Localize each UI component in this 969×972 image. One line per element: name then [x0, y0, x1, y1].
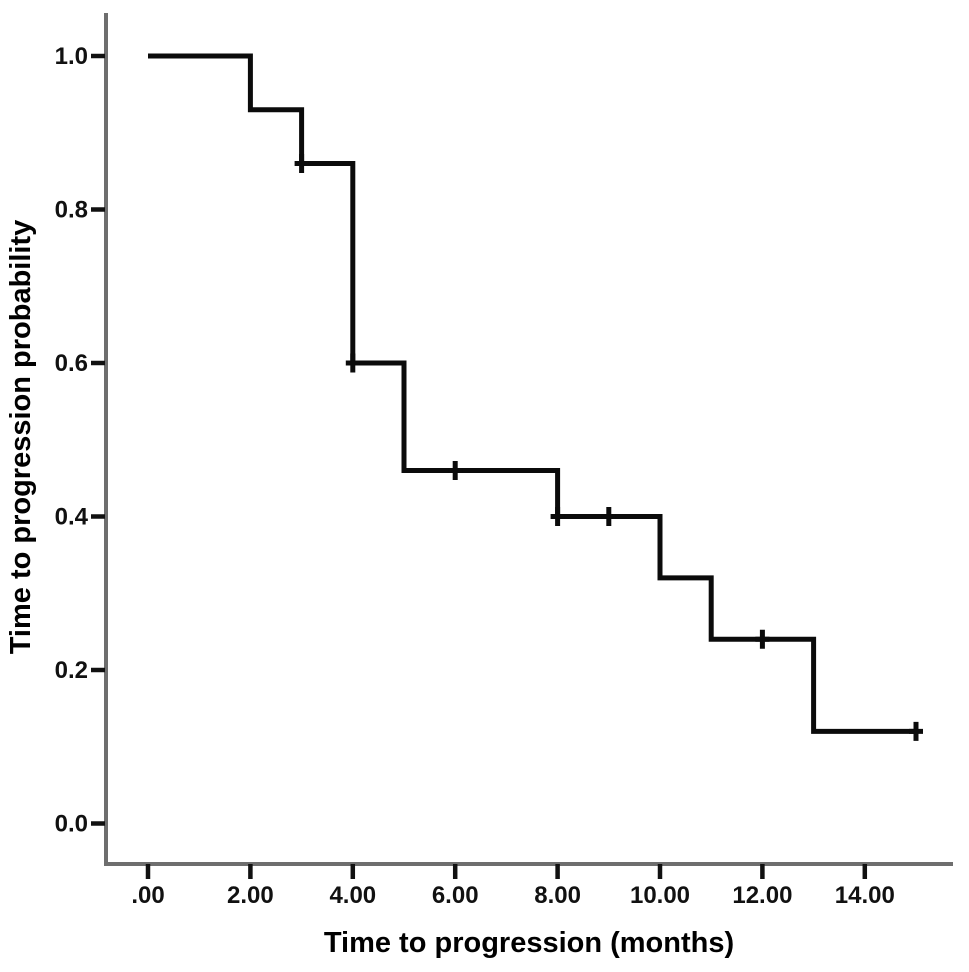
censor-mark: [601, 507, 616, 526]
x-tick-label: 2.00: [227, 882, 274, 909]
censor-mark: [294, 153, 309, 173]
x-tick-label: 12.00: [732, 882, 792, 909]
y-tick-label: 0.0: [55, 811, 88, 838]
y-tick-label: 0.2: [55, 657, 88, 684]
censor-marks-group: [294, 153, 923, 741]
survival-step-curve: [148, 53, 916, 734]
censor-mark: [345, 353, 360, 373]
censor-mark: [550, 507, 565, 526]
y-tick-label: 0.4: [55, 504, 89, 531]
y-tick-label: 0.6: [55, 350, 88, 377]
x-tick-label: 14.00: [835, 882, 895, 909]
x-tick-label: 4.00: [329, 882, 376, 909]
x-tick-label: .00: [131, 882, 164, 909]
y-axis-ticks: 1.0 0.8 0.6 0.4 0.2 0.0: [55, 43, 105, 838]
y-axis-title: Time to progression probability: [5, 220, 37, 655]
x-tick-label: 10.00: [630, 882, 690, 909]
censor-mark: [755, 629, 770, 649]
y-tick-label: 1.0: [55, 43, 88, 70]
censor-mark: [909, 721, 923, 741]
x-tick-label: 6.00: [432, 882, 479, 909]
censor-mark: [448, 460, 463, 480]
x-axis-title: Time to progression (months): [324, 927, 734, 959]
x-axis-ticks: .00 2.00 4.00 6.00 8.00 10.00 12.00 14.00: [131, 864, 895, 909]
x-tick-label: 8.00: [534, 882, 581, 909]
y-tick-label: 0.8: [55, 197, 88, 224]
